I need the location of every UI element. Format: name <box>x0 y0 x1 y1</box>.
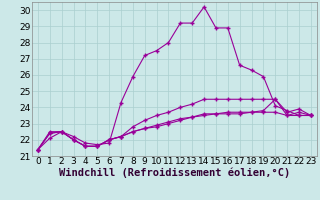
X-axis label: Windchill (Refroidissement éolien,°C): Windchill (Refroidissement éolien,°C) <box>59 168 290 178</box>
